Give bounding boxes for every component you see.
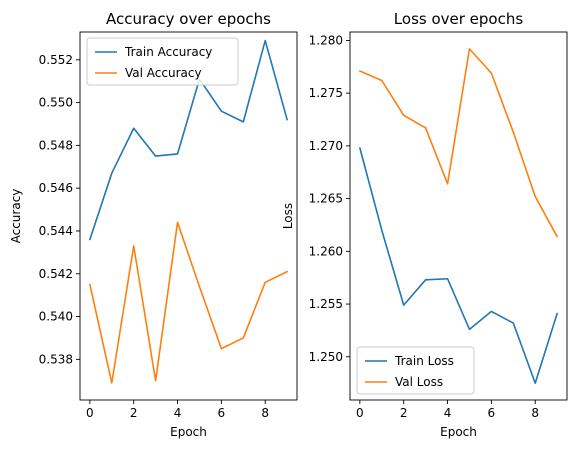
accuracy-x-tick-label: 4	[174, 406, 182, 420]
accuracy-legend-box	[86, 37, 239, 86]
loss-x-tick-label: 2	[400, 406, 408, 420]
accuracy-y-tick-label: 0.538	[39, 352, 73, 366]
loss-series-line-1	[359, 48, 558, 238]
accuracy-chart: Accuracy over epochs 0 2 4 6 8 0.538 0.540 0.542…	[9, 10, 298, 439]
accuracy-y-tick-label: 0.540	[39, 310, 73, 324]
loss-legend-label-1: Val Loss	[395, 375, 443, 389]
accuracy-y-tick-label: 0.550	[39, 96, 73, 110]
loss-legend: Train Loss Val Loss	[356, 346, 475, 395]
accuracy-y-axis-label: Accuracy	[9, 189, 23, 244]
accuracy-y-tick-label: 0.552	[39, 53, 73, 67]
loss-x-tick-label: 8	[531, 406, 539, 420]
accuracy-x-tick-label: 2	[130, 406, 138, 420]
loss-y-tick-label: 1.255	[309, 297, 343, 311]
loss-legend-label-0: Train Loss	[394, 354, 454, 368]
accuracy-y-tick-label: 0.548	[39, 138, 73, 152]
accuracy-legend-label-0: Train Accuracy	[124, 45, 212, 59]
loss-y-tick-label: 1.270	[309, 139, 343, 153]
loss-x-tick-label: 0	[356, 406, 364, 420]
loss-y-tick-label: 1.250	[309, 350, 343, 364]
loss-chart: Loss over epochs 0 2 4 6 8 1.250 1.255 1.260 1.26…	[281, 10, 568, 439]
loss-y-tick-label: 1.280	[309, 33, 343, 47]
loss-x-tick-label: 4	[444, 406, 452, 420]
accuracy-plot-frame	[79, 31, 298, 401]
accuracy-y-tick-label: 0.546	[39, 181, 73, 195]
accuracy-y-tick-label: 0.544	[39, 224, 73, 238]
accuracy-x-axis-label: Epoch	[170, 425, 207, 439]
accuracy-series-line-0	[89, 39, 288, 241]
loss-plot-frame	[349, 31, 568, 401]
accuracy-series-line-1	[89, 221, 288, 384]
loss-y-tick-label: 1.260	[309, 244, 343, 258]
accuracy-y-tick-label: 0.542	[39, 267, 73, 281]
loss-series-line-0	[359, 147, 558, 384]
loss-x-tick-label: 6	[488, 406, 496, 420]
loss-y-axis-label: Loss	[281, 203, 295, 229]
accuracy-x-tick-label: 6	[218, 406, 226, 420]
accuracy-chart-title: Accuracy over epochs	[106, 10, 271, 28]
loss-y-tick-label: 1.275	[309, 86, 343, 100]
loss-x-axis-label: Epoch	[440, 425, 477, 439]
accuracy-legend: Train Accuracy Val Accuracy	[86, 37, 239, 86]
loss-chart-title: Loss over epochs	[394, 10, 524, 28]
accuracy-x-tick-label: 8	[261, 406, 269, 420]
loss-y-tick-label: 1.265	[309, 192, 343, 206]
accuracy-x-tick-label: 0	[86, 406, 94, 420]
accuracy-legend-label-1: Val Accuracy	[125, 66, 202, 80]
